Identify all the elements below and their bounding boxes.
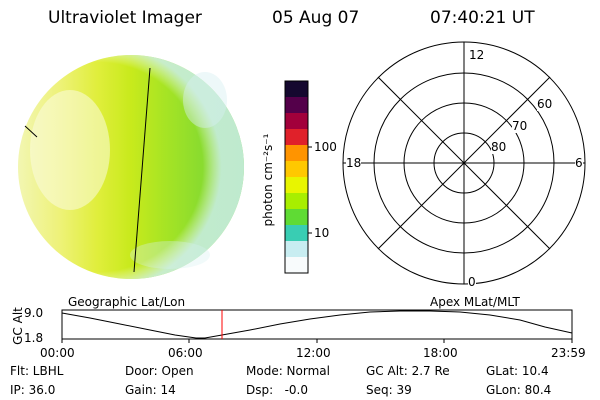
altitude-curve — [61, 310, 573, 339]
mlt-label-12: 12 — [468, 48, 486, 62]
status-dsp: Dsp: -0.0 — [246, 383, 309, 397]
limb-tick-mark — [24, 125, 38, 138]
lat-label-60: 60 — [537, 97, 553, 111]
status-mode: Mode: Normal — [246, 364, 330, 378]
timeline-frame — [61, 309, 573, 340]
colorbar-swatch — [285, 161, 308, 178]
earth-disk — [18, 55, 244, 279]
apex-coords-label: Apex MLat/MLT — [430, 295, 520, 309]
colorbar-swatch — [285, 257, 308, 274]
terminator-line — [133, 67, 151, 273]
xtick-0000: 00:00 — [40, 346, 75, 360]
mlt-label-0: 0 — [468, 275, 476, 289]
ytick-9: 9.0 — [24, 306, 44, 320]
ytick-1-8: 1.8 — [24, 331, 44, 345]
colorbar-swatch — [285, 97, 308, 114]
xtick-0600: 06:00 — [168, 346, 203, 360]
colorbar-swatch — [285, 113, 308, 130]
mlt-label-18: 18 — [346, 156, 362, 170]
status-filter: Flt: LBHL — [10, 364, 64, 378]
colorbar-tick-100: 100 — [314, 140, 337, 154]
status-gc-alt: GC Alt: 2.7 Re — [366, 364, 450, 378]
lat-label-80: 80 — [491, 140, 507, 154]
geo-coords-label: Geographic Lat/Lon — [68, 295, 186, 309]
colorbar-swatch — [285, 209, 308, 226]
time-label: 07:40:21 UT — [430, 8, 535, 28]
status-glon: GLon: 80.4 — [486, 383, 552, 397]
lat-label-70: 70 — [512, 119, 528, 133]
status-ip: IP: 36.0 — [10, 383, 56, 397]
polar-diagonal-2 — [377, 76, 551, 250]
status-glat: GLat: 10.4 — [486, 364, 549, 378]
status-seq: Seq: 39 — [366, 383, 412, 397]
colorbar-swatch — [285, 145, 308, 162]
colorbar-swatch — [285, 177, 308, 194]
colorbar-swatch — [285, 241, 308, 258]
colorbar-swatch — [285, 81, 308, 98]
xtick-2359: 23:59 — [551, 346, 586, 360]
mlt-label-6: 6 — [575, 156, 583, 170]
xtick-1800: 18:00 — [423, 346, 458, 360]
colorbar-swatch — [285, 225, 308, 242]
colorbar-tick-10: 10 — [314, 226, 330, 240]
app-title: Ultraviolet Imager — [48, 8, 202, 28]
xtick-1200: 12:00 — [296, 346, 331, 360]
date-label: 05 Aug 07 — [272, 8, 360, 28]
colorbar-swatch — [285, 193, 308, 210]
status-gain: Gain: 14 — [125, 383, 176, 397]
colorbar-swatch — [285, 129, 308, 146]
status-door: Door: Open — [125, 364, 194, 378]
